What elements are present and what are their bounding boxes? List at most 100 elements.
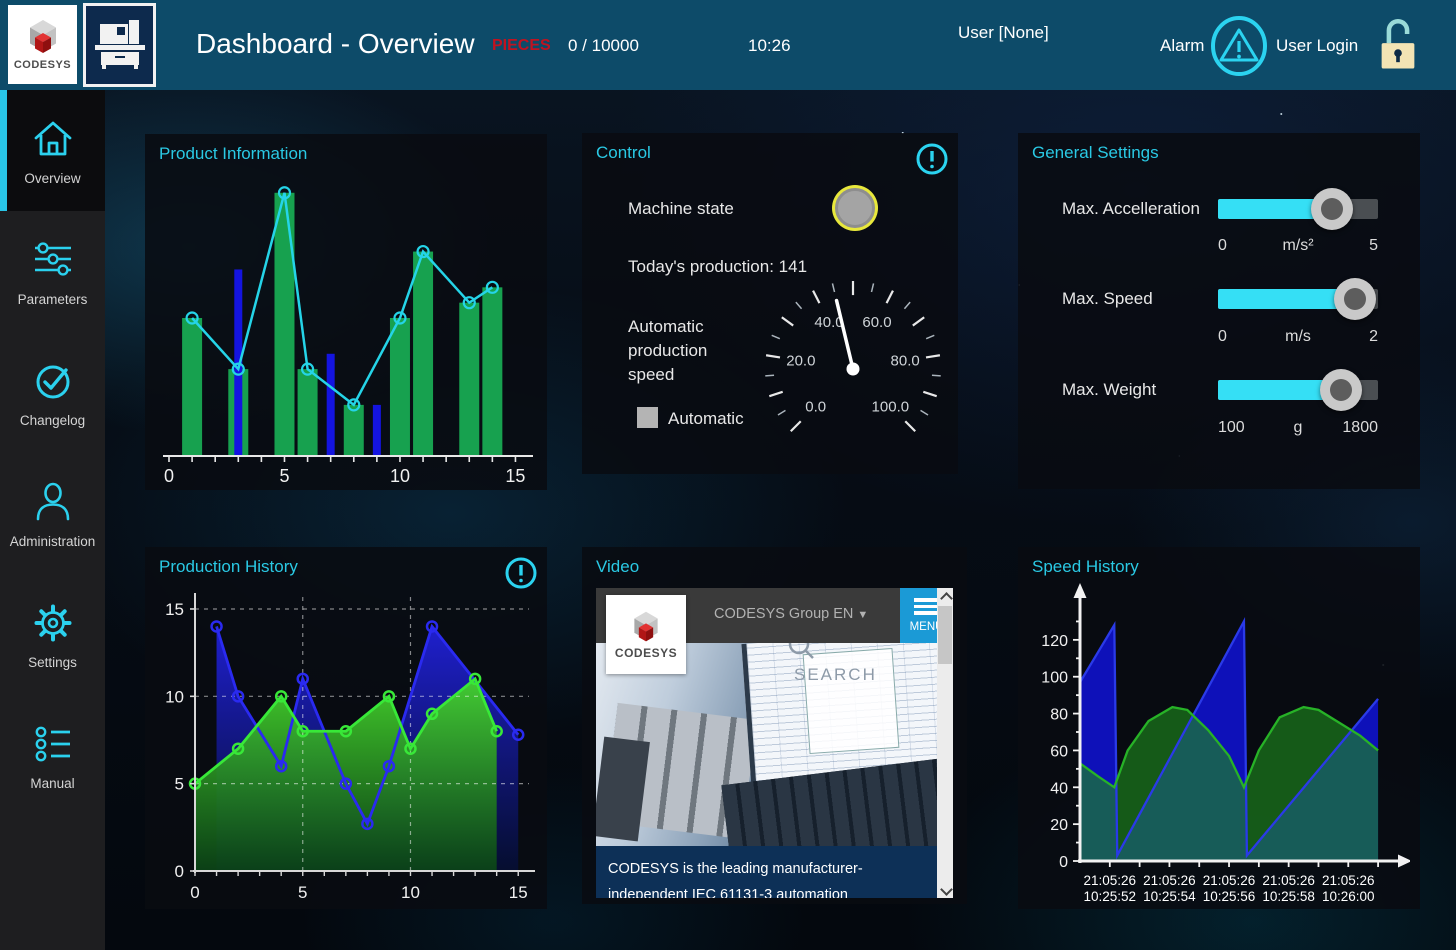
sidebar: Overview Parameters Changelog <box>0 90 105 950</box>
slider-fill <box>1218 199 1332 219</box>
sidebar-item-administration[interactable]: Administration <box>0 453 105 574</box>
website-caption: CODESYS is the leading manufacturer- ind… <box>596 846 937 898</box>
gear-icon <box>34 604 71 641</box>
svg-text:100: 100 <box>1041 670 1068 687</box>
sidebar-item-overview[interactable]: Overview <box>0 90 105 211</box>
sidebar-item-label: Overview <box>24 170 81 186</box>
slider-min: 100 <box>1218 419 1245 436</box>
list-icon <box>35 726 70 761</box>
todays-production-label: Today's production: 141 <box>628 257 808 276</box>
panel-production-history: Production History 0 5 10 15 0 5 10 15 <box>145 547 547 909</box>
codesys-cube-icon <box>634 611 658 641</box>
website-search[interactable]: SEARCH <box>786 643 916 691</box>
machine-state-led <box>835 188 875 228</box>
sidebar-item-manual[interactable]: Manual <box>0 695 105 816</box>
svg-text:60: 60 <box>1050 743 1068 760</box>
scroll-up-arrow[interactable] <box>937 588 953 604</box>
current-user: User [None] <box>958 23 1049 42</box>
product-information-chart: 0 5 10 15 <box>163 186 533 486</box>
language-dropdown[interactable]: CODESYS Group EN ▼ <box>714 606 869 622</box>
sidebar-item-parameters[interactable]: Parameters <box>0 211 105 332</box>
scroll-thumb[interactable] <box>938 606 952 664</box>
panel-title: Production History <box>159 557 298 576</box>
slider-min: 0 <box>1218 328 1227 345</box>
panel-title: Control <box>596 143 651 162</box>
slider-unit: m/s <box>1285 328 1311 345</box>
svg-text:15: 15 <box>165 600 184 619</box>
production-speed-gauge: 0.0 20.0 40.0 60.0 80.0 100.0 <box>765 281 941 433</box>
production-history-chart: 0 5 10 15 0 5 10 15 <box>165 593 535 902</box>
max-speed-slider[interactable] <box>1218 278 1378 320</box>
svg-text:80.0: 80.0 <box>891 353 920 370</box>
codesys-cube-icon <box>29 20 56 53</box>
website-logo[interactable]: CODESYS <box>606 595 686 674</box>
slider-thumb[interactable] <box>1333 278 1376 320</box>
sliders-icon <box>34 241 71 276</box>
codesys-logo-text: CODESYS <box>13 59 72 71</box>
slider-thumb[interactable] <box>1320 369 1363 411</box>
sidebar-item-changelog[interactable]: Changelog <box>0 332 105 453</box>
svg-text:20.0: 20.0 <box>786 353 815 370</box>
clock: 10:26 <box>748 36 791 55</box>
alarm-warning-icon[interactable] <box>1208 14 1270 78</box>
embedded-web-view[interactable]: CODESYS CODESYS Group EN ▼ MENU <box>596 588 953 898</box>
slider-min: 0 <box>1218 237 1227 254</box>
person-icon <box>36 482 69 520</box>
alarm-indicator-icon[interactable] <box>503 555 539 591</box>
svg-text:40: 40 <box>1050 780 1068 797</box>
svg-text:0: 0 <box>164 466 174 486</box>
panel-title: Video <box>596 557 640 576</box>
svg-text:0: 0 <box>1059 854 1068 871</box>
max-speed-label: Max. Speed <box>1062 289 1153 308</box>
slider-max: 2 <box>1369 328 1378 345</box>
svg-text:15: 15 <box>509 883 528 902</box>
alarm-label[interactable]: Alarm <box>1160 36 1205 55</box>
panel-general-settings: General Settings Max. Accelleration 0 m/… <box>1018 133 1420 489</box>
max-weight-slider[interactable] <box>1218 369 1378 411</box>
panel-title: Speed History <box>1032 557 1139 576</box>
automatic-checkbox-label: Automatic <box>668 409 744 428</box>
svg-text:10: 10 <box>165 687 184 706</box>
max-weight-label: Max. Weight <box>1062 380 1157 399</box>
slider-max: 1800 <box>1342 419 1378 436</box>
panel-product-information: Product Information 0 5 10 15 <box>145 134 547 490</box>
video-photo: SEARCH <box>596 643 937 846</box>
automatic-checkbox[interactable] <box>637 407 658 428</box>
chevron-down-icon: ▼ <box>857 609 869 621</box>
sidebar-item-label: Changelog <box>19 412 86 428</box>
svg-text:0: 0 <box>190 883 199 902</box>
video-scrollbar[interactable] <box>937 588 953 898</box>
alarm-indicator-icon[interactable] <box>914 141 950 177</box>
panel-title: General Settings <box>1032 143 1159 162</box>
user-login-button[interactable]: User Login <box>1276 36 1359 55</box>
svg-text:0: 0 <box>175 862 184 881</box>
svg-text:10: 10 <box>390 466 410 486</box>
panel-speed-history: Speed History 0 20 40 60 80 100 120 21:05:26 10:… <box>1018 547 1420 909</box>
page-title: Dashboard - Overview <box>196 28 475 59</box>
slider-thumb[interactable] <box>1310 188 1353 230</box>
scroll-down-arrow[interactable] <box>937 882 953 898</box>
svg-text:120: 120 <box>1041 633 1068 650</box>
home-icon <box>34 121 71 155</box>
slider-unit: g <box>1293 419 1303 436</box>
panel-video: Video CODESYS CODESYS Group EN ▼ <box>582 547 967 904</box>
sidebar-item-label: Manual <box>30 775 75 791</box>
lock-open-icon[interactable] <box>1378 12 1418 76</box>
machine-icon <box>94 20 145 69</box>
hamburger-icon <box>913 598 940 602</box>
pieces-label: PIECES <box>492 37 551 54</box>
machine-state-label: Machine state <box>628 199 734 218</box>
sidebar-item-settings[interactable]: Settings <box>0 574 105 695</box>
slider-unit: m/s² <box>1282 237 1314 254</box>
max-acceleration-slider[interactable] <box>1218 188 1378 230</box>
svg-text:80: 80 <box>1050 707 1068 724</box>
slider-fill <box>1218 380 1342 400</box>
slider-max: 5 <box>1369 237 1378 254</box>
